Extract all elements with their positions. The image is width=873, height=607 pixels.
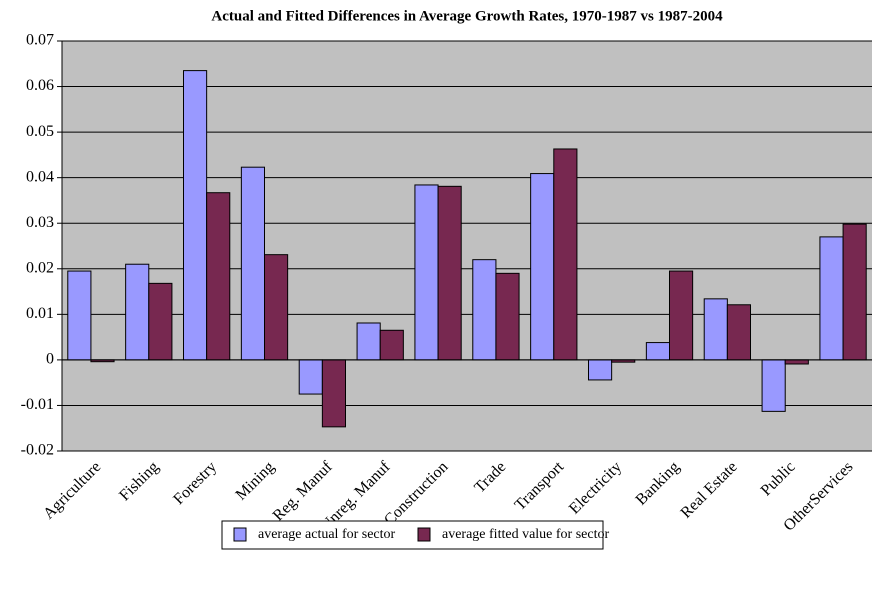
- bar: [703, 298, 728, 361]
- bar: [726, 304, 751, 361]
- bar: [414, 184, 439, 361]
- legend-swatch: [233, 527, 247, 542]
- bar: [148, 282, 173, 361]
- x-tick-label: Real Estate: [678, 458, 741, 521]
- bar: [495, 272, 520, 361]
- bar: [530, 173, 555, 361]
- bar: [321, 359, 347, 428]
- x-tick-label: Agriculture: [40, 458, 104, 522]
- bar: [183, 70, 208, 361]
- bar: [298, 359, 323, 395]
- bar: [437, 185, 462, 361]
- y-tick-label: 0.02: [26, 259, 54, 276]
- y-tick-label: 0.03: [26, 214, 54, 231]
- bar: [240, 166, 266, 361]
- legend-label: average fitted value for sector: [442, 527, 609, 542]
- bar: [842, 223, 867, 361]
- y-tick-label: 0.07: [26, 32, 54, 49]
- bar: [67, 270, 92, 361]
- x-tick-label: Electricity: [566, 458, 625, 517]
- legend-swatch: [417, 527, 431, 542]
- bar: [645, 342, 670, 361]
- y-tick-label: -0.02: [21, 442, 54, 459]
- x-tick-label: Mining: [233, 458, 278, 503]
- x-tick-label: Trade: [471, 458, 509, 496]
- bar: [553, 148, 578, 361]
- y-tick-label: 0.04: [26, 168, 54, 185]
- y-tick-label: -0.01: [21, 396, 54, 413]
- x-tick-label: Public: [758, 458, 799, 499]
- x-tick-label: Fishing: [116, 458, 162, 504]
- bar: [472, 259, 497, 361]
- bar: [784, 359, 809, 365]
- bar: [206, 192, 231, 361]
- x-tick-label: Forestry: [170, 458, 220, 508]
- x-tick-label: Transport: [512, 458, 568, 514]
- bar: [669, 270, 694, 361]
- x-tick-label: Banking: [633, 458, 683, 508]
- y-tick-label: 0: [46, 351, 54, 368]
- bar: [588, 359, 613, 381]
- bar: [125, 263, 150, 361]
- bar: [819, 236, 844, 361]
- legend-label: average actual for sector: [258, 527, 396, 542]
- y-tick-label: 0.01: [26, 305, 54, 322]
- y-tick-label: 0.06: [26, 77, 54, 94]
- bar: [356, 322, 381, 361]
- chart-title: Actual and Fitted Differences in Average…: [211, 8, 723, 24]
- legend-box: [221, 520, 604, 550]
- y-tick-label: 0.05: [26, 123, 54, 140]
- bar: [761, 359, 786, 412]
- bar: [264, 254, 289, 361]
- bar: [379, 329, 404, 361]
